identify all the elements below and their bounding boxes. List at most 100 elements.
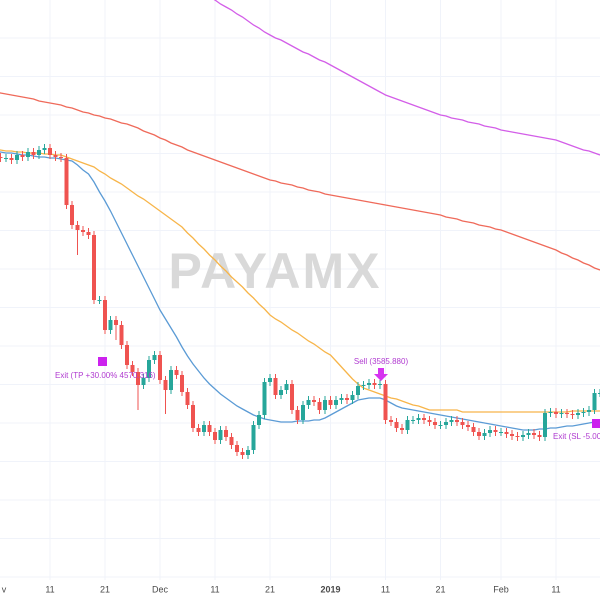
candle-body: [64, 158, 69, 205]
sell-label: Sell (3585.880): [354, 357, 409, 366]
x-tick-label: Feb: [493, 584, 509, 594]
candle-body: [86, 232, 91, 235]
candle-body: [482, 433, 487, 436]
candle-body: [141, 378, 146, 385]
candle-body: [295, 410, 300, 420]
candle-body: [581, 412, 586, 413]
candle-body: [114, 320, 118, 325]
candle-body: [262, 382, 267, 415]
candle-body: [334, 400, 338, 405]
candle-body: [224, 430, 228, 437]
candle-body: [532, 433, 536, 435]
candle-body: [323, 400, 327, 410]
x-tick-label: v: [2, 584, 7, 594]
candle-body: [367, 383, 371, 385]
candle-body: [185, 392, 190, 405]
candle-body: [499, 432, 503, 433]
candle-body: [163, 380, 168, 390]
candles: [0, 144, 600, 459]
candle-body: [273, 378, 278, 395]
candle-body: [147, 360, 151, 378]
exit-sl-label: Exit (SL -5.00%: [553, 432, 600, 441]
candle-body: [26, 152, 30, 157]
sell-arrow: [374, 368, 388, 381]
candle-body: [521, 435, 525, 437]
candle-body: [9, 158, 14, 160]
candle-body: [422, 418, 426, 420]
candle-body: [576, 413, 580, 415]
x-tick-label: Dec: [152, 584, 169, 594]
candle-body: [339, 398, 344, 400]
candle-body: [350, 395, 355, 400]
candle-body: [279, 390, 283, 395]
candle-body: [477, 432, 481, 436]
candle-body: [152, 355, 157, 360]
candle-body: [356, 386, 360, 395]
x-tick-label: 21: [265, 584, 275, 594]
candle-body: [345, 398, 349, 400]
candle-body: [81, 230, 85, 232]
watermark: PAYAMX: [168, 243, 381, 299]
x-tick-label: 11: [381, 584, 390, 594]
candle-body: [108, 320, 113, 330]
candle-body: [174, 370, 179, 375]
candle-body: [416, 418, 421, 420]
candle-body: [554, 412, 558, 414]
candle-body: [405, 420, 410, 430]
candle-body: [565, 413, 569, 414]
candle-body: [268, 378, 272, 382]
candle-body: [218, 430, 223, 440]
candle-body: [251, 425, 256, 450]
moving-average-line: [0, 92, 600, 271]
candle-body: [378, 384, 382, 385]
candle-body: [53, 155, 58, 157]
candle-body: [383, 384, 388, 420]
moving-average-line: [213, 0, 600, 156]
candle-body: [312, 400, 316, 402]
exit-marker: [98, 357, 107, 366]
candle-body: [191, 405, 195, 428]
horizontal-grid: [0, 37, 600, 578]
candle-body: [526, 433, 531, 435]
x-tick-label: 21: [435, 584, 445, 594]
candle-body: [427, 420, 432, 422]
candle-body: [361, 385, 366, 386]
candle-body: [169, 370, 173, 390]
candle-body: [20, 155, 25, 157]
candle-body: [235, 445, 239, 452]
candle-body: [372, 383, 377, 385]
candle-body: [229, 437, 234, 445]
candle-body: [37, 150, 41, 155]
candle-body: [48, 148, 52, 155]
candle-body: [317, 402, 322, 410]
candle-body: [257, 415, 261, 425]
candle-body: [130, 365, 135, 372]
candle-body: [246, 450, 250, 455]
candle-body: [592, 393, 597, 410]
candle-body: [240, 452, 245, 455]
x-tick-label: 11: [210, 584, 219, 594]
candle-body: [471, 427, 476, 432]
candle-body: [515, 436, 520, 437]
x-tick-label: 11: [45, 584, 54, 594]
candle-body: [42, 148, 47, 150]
candle-body: [0, 157, 3, 158]
vertical-grid: [49, 0, 557, 580]
candle-body: [504, 432, 509, 434]
candle-body: [207, 425, 212, 432]
candle-body: [537, 435, 542, 437]
candle-body: [449, 420, 454, 422]
x-axis: v 11 21 Dec 11 21 2019 11 21 Feb 11: [2, 584, 561, 594]
x-tick-label: 21: [100, 584, 110, 594]
exit-marker: [592, 419, 600, 428]
candle-body: [455, 420, 459, 422]
candle-body: [306, 400, 311, 405]
candle-body: [394, 422, 399, 428]
candle-body: [444, 422, 448, 425]
candle-body: [510, 434, 514, 436]
candle-body: [75, 225, 80, 230]
candle-body: [433, 422, 437, 425]
